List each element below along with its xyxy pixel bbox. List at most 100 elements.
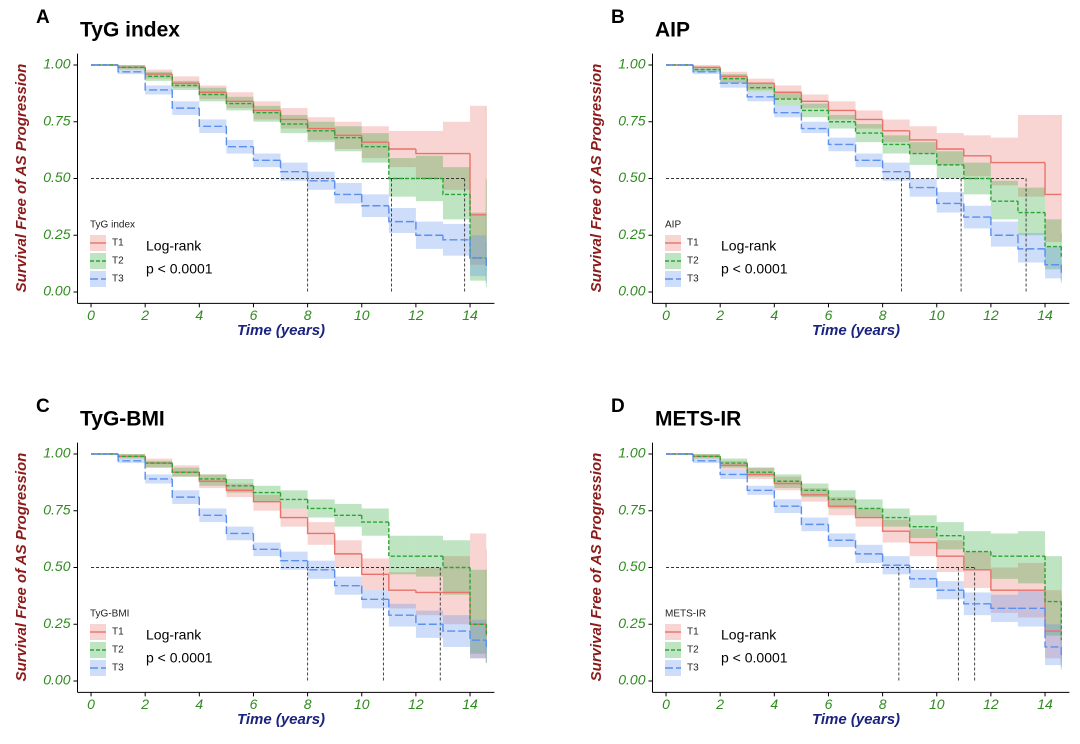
survival-step <box>1044 248 1062 266</box>
confidence-band <box>801 483 829 498</box>
survival-step <box>881 160 910 173</box>
survival-step <box>963 556 991 571</box>
survival-step <box>442 235 471 241</box>
confidence-band <box>774 105 802 118</box>
x-tick-label: 0 <box>662 696 670 712</box>
x-tick-label: 0 <box>87 696 95 712</box>
legend-label: T3 <box>687 274 699 285</box>
confidence-band <box>226 96 254 111</box>
annotation: p < 0.0001 <box>721 650 788 666</box>
confidence-band <box>1017 232 1046 263</box>
x-tick-label: 8 <box>304 307 312 323</box>
survival-step <box>252 490 281 503</box>
survival-step <box>990 178 1018 202</box>
confidence-band <box>1045 114 1062 243</box>
survival-step <box>773 490 802 507</box>
survival-step <box>692 65 721 73</box>
survival-step <box>306 119 335 130</box>
survival-step <box>746 83 775 98</box>
survival-step <box>252 103 281 114</box>
confidence-band <box>172 490 200 504</box>
x-axis-label: Time (years) <box>812 711 900 728</box>
survival-step <box>692 454 721 462</box>
survival-step <box>361 194 389 207</box>
confidence-band <box>253 105 281 122</box>
annotation: Log-rank <box>721 627 777 643</box>
panel-letter: A <box>36 7 50 28</box>
legend-label: T3 <box>687 663 699 674</box>
x-tick-label: 6 <box>825 307 833 323</box>
survival-step <box>306 499 335 510</box>
confidence-band <box>990 221 1018 247</box>
confidence-band <box>1017 187 1046 236</box>
survival-step <box>388 574 416 591</box>
confidence-band <box>388 208 416 233</box>
confidence-band <box>747 467 775 479</box>
survival-step <box>171 76 200 87</box>
y-tick-label: 0.00 <box>618 283 645 299</box>
x-axis-label: Time (years) <box>812 322 900 339</box>
survival-step <box>908 144 937 155</box>
survival-step <box>881 508 910 519</box>
annotation: Log-rank <box>721 238 777 254</box>
confidence-band <box>145 474 173 484</box>
survival-step <box>827 128 856 146</box>
confidence-band <box>1017 114 1046 197</box>
legend-title: METS-IR <box>665 609 706 620</box>
survival-step <box>1017 235 1046 250</box>
confidence-band <box>442 167 471 220</box>
survival-step <box>388 146 416 180</box>
y-tick-label: 1.00 <box>43 56 70 72</box>
survival-step <box>990 569 1018 591</box>
survival-step <box>333 569 362 587</box>
x-axis-label: Time (years) <box>237 711 325 728</box>
legend-label: T3 <box>112 274 124 285</box>
legend-title: TyG-BMI <box>90 609 129 620</box>
survival-step <box>252 533 281 551</box>
chart-title: TyG-BMI <box>80 408 165 431</box>
y-tick-label: 0.75 <box>618 501 645 517</box>
survival-step <box>773 474 802 485</box>
x-tick-label: 4 <box>195 307 203 323</box>
survival-step <box>117 65 146 73</box>
confidence-band <box>172 76 200 88</box>
survival-step <box>908 517 937 528</box>
confidence-band <box>361 133 389 163</box>
confidence-band <box>747 78 775 90</box>
confidence-band <box>747 83 775 93</box>
x-tick-label: 4 <box>770 696 778 712</box>
y-tick-label: 0.75 <box>43 501 70 517</box>
x-tick-label: 12 <box>983 307 999 323</box>
survival-step <box>306 517 335 535</box>
survival-step <box>225 515 254 535</box>
survival-step <box>333 508 362 516</box>
confidence-band <box>470 235 487 277</box>
survival-step <box>908 565 937 580</box>
survival-step <box>936 578 964 591</box>
y-tick-label: 0.25 <box>618 226 645 242</box>
survival-step <box>963 590 991 605</box>
confidence-band <box>1045 556 1062 636</box>
confidence-band <box>199 508 227 523</box>
survival-step <box>881 517 910 532</box>
legend-label: T2 <box>112 256 124 267</box>
survival-step <box>936 542 964 557</box>
survival-step <box>252 146 281 162</box>
survival-step <box>827 110 856 123</box>
confidence-band <box>801 517 829 532</box>
x-tick-label: 10 <box>354 307 370 323</box>
annotation: Log-rank <box>146 627 202 643</box>
x-tick-label: 10 <box>354 696 370 712</box>
confidence-band <box>334 183 362 204</box>
survival-step <box>415 590 443 594</box>
survival-step <box>198 472 227 480</box>
confidence-band <box>172 101 200 115</box>
survival-step <box>990 217 1018 236</box>
survival-step <box>442 624 471 632</box>
survival-step <box>225 481 254 492</box>
x-tick-label: 12 <box>408 307 424 323</box>
survival-step <box>252 485 281 494</box>
x-tick-label: 8 <box>304 696 312 712</box>
survival-step <box>469 631 487 641</box>
